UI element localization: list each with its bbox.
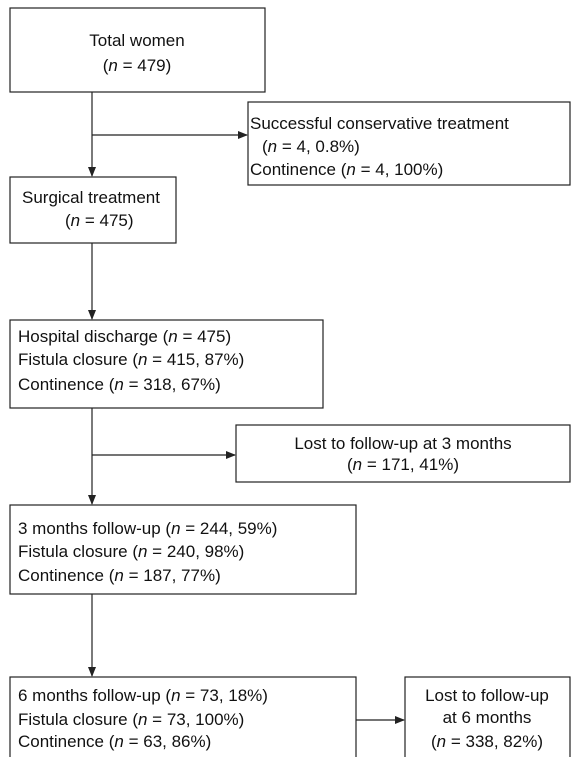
node-line: at 6 months xyxy=(443,708,532,727)
text-run: = 73, 18%) xyxy=(181,686,268,705)
node: Total women (n = 479) xyxy=(9,7,266,93)
text-run: = 63, 86%) xyxy=(124,732,211,751)
node: Lost to follow-up at 3 months (n = 171, 4… xyxy=(235,424,571,483)
connectors xyxy=(88,92,405,724)
node: Hospital discharge (n = 475)Fistula clos… xyxy=(9,319,324,409)
node-box xyxy=(9,504,357,595)
node-line: Lost to follow-up at 3 months xyxy=(294,434,511,453)
node: 3 months follow-up (n = 244, 59%)Fistula… xyxy=(9,504,357,595)
node-line: Fistula closure (n = 240, 98%) xyxy=(18,542,244,561)
text-run: Hospital discharge ( xyxy=(18,327,169,346)
node-box xyxy=(9,676,357,757)
node-line: 6 months follow-up (n = 73, 18%) xyxy=(18,686,268,705)
node-line: Continence (n = 187, 77%) xyxy=(18,566,221,585)
text-run: n xyxy=(71,211,80,230)
text-run: = 475) xyxy=(80,211,133,230)
node: Surgical treatment (n = 475) xyxy=(9,176,177,244)
text-run: Continence ( xyxy=(18,566,115,585)
text-run: Total women xyxy=(89,31,184,50)
text-run: Fistula closure ( xyxy=(18,542,138,561)
text-run: Fistula closure ( xyxy=(18,710,138,729)
text-run: n xyxy=(138,542,147,561)
node-line: Continence (n = 4, 100%) xyxy=(250,160,443,179)
node-box xyxy=(235,424,571,483)
text-run: at 6 months xyxy=(443,708,532,727)
text-run: Continence ( xyxy=(250,160,347,179)
text-run: ( xyxy=(262,137,268,156)
node-line: Hospital discharge (n = 475) xyxy=(18,327,231,346)
text-run: = 318, 67%) xyxy=(124,375,221,394)
node-line: Surgical treatment xyxy=(22,188,160,207)
text-run: = 479) xyxy=(118,56,171,75)
text-run: n xyxy=(346,160,355,179)
node-line: Fistula closure (n = 73, 100%) xyxy=(18,710,244,729)
text-run: = 187, 77%) xyxy=(124,566,221,585)
node-line: (n = 171, 41%) xyxy=(347,455,459,474)
text-run: = 240, 98%) xyxy=(147,542,244,561)
text-run: Continence ( xyxy=(18,375,115,394)
node-box xyxy=(404,676,571,757)
text-run: = 415, 87%) xyxy=(147,350,244,369)
text-run: n xyxy=(168,327,177,346)
text-run: = 171, 41%) xyxy=(362,455,459,474)
node-line: (n = 475) xyxy=(65,211,134,230)
node-line: Continence (n = 63, 86%) xyxy=(18,732,211,751)
text-run: n xyxy=(138,710,147,729)
text-run: Lost to follow-up xyxy=(425,686,549,705)
text-run: n xyxy=(353,455,362,474)
text-run: n xyxy=(114,732,123,751)
text-run: ( xyxy=(103,56,109,75)
node-line: Lost to follow-up xyxy=(425,686,549,705)
text-run: 3 months follow-up ( xyxy=(18,519,171,538)
text-run: n xyxy=(171,686,180,705)
node-line: 3 months follow-up (n = 244, 59%) xyxy=(18,519,277,538)
node-line: Fistula closure (n = 415, 87%) xyxy=(18,350,244,369)
text-run: Successful conservative treatment xyxy=(250,114,509,133)
text-run: 6 months follow-up ( xyxy=(18,686,171,705)
text-run: Surgical treatment xyxy=(22,188,160,207)
text-run: n xyxy=(108,56,117,75)
text-run: = 338, 82%) xyxy=(446,732,543,751)
node-box xyxy=(9,7,266,93)
node: Successful conservative treatment(n = 4,… xyxy=(247,101,571,186)
node-line: (n = 338, 82%) xyxy=(431,732,543,751)
text-run: Fistula closure ( xyxy=(18,350,138,369)
node: 6 months follow-up (n = 73, 18%)Fistula … xyxy=(9,676,357,757)
text-run: n xyxy=(138,350,147,369)
text-run: = 4, 0.8%) xyxy=(277,137,360,156)
node-box xyxy=(9,319,324,409)
text-run: ( xyxy=(65,211,71,230)
text-run: n xyxy=(114,566,123,585)
text-run: = 73, 100%) xyxy=(147,710,244,729)
text-run: Continence ( xyxy=(18,732,115,751)
node-line: Successful conservative treatment xyxy=(250,114,509,133)
text-run: n xyxy=(171,519,180,538)
node: Lost to follow-up at 6 months (n = 338, 82… xyxy=(404,676,571,757)
text-run: n xyxy=(268,137,277,156)
text-run: n xyxy=(114,375,123,394)
node-box xyxy=(247,101,571,186)
text-run: = 244, 59%) xyxy=(181,519,278,538)
boxes: Total women(n = 479)Successful conservat… xyxy=(9,7,571,757)
text-run: = 4, 100%) xyxy=(356,160,443,179)
text-run: Lost to follow-up at 3 months xyxy=(294,434,511,453)
text-run: ( xyxy=(431,732,437,751)
text-run: n xyxy=(437,732,446,751)
text-run: ( xyxy=(347,455,353,474)
node-line: Total women xyxy=(89,31,184,50)
node-line: (n = 479) xyxy=(103,56,172,75)
node-box xyxy=(9,176,177,244)
node-line: Continence (n = 318, 67%) xyxy=(18,375,221,394)
text-run: = 475) xyxy=(178,327,231,346)
node-line: (n = 4, 0.8%) xyxy=(262,137,360,156)
